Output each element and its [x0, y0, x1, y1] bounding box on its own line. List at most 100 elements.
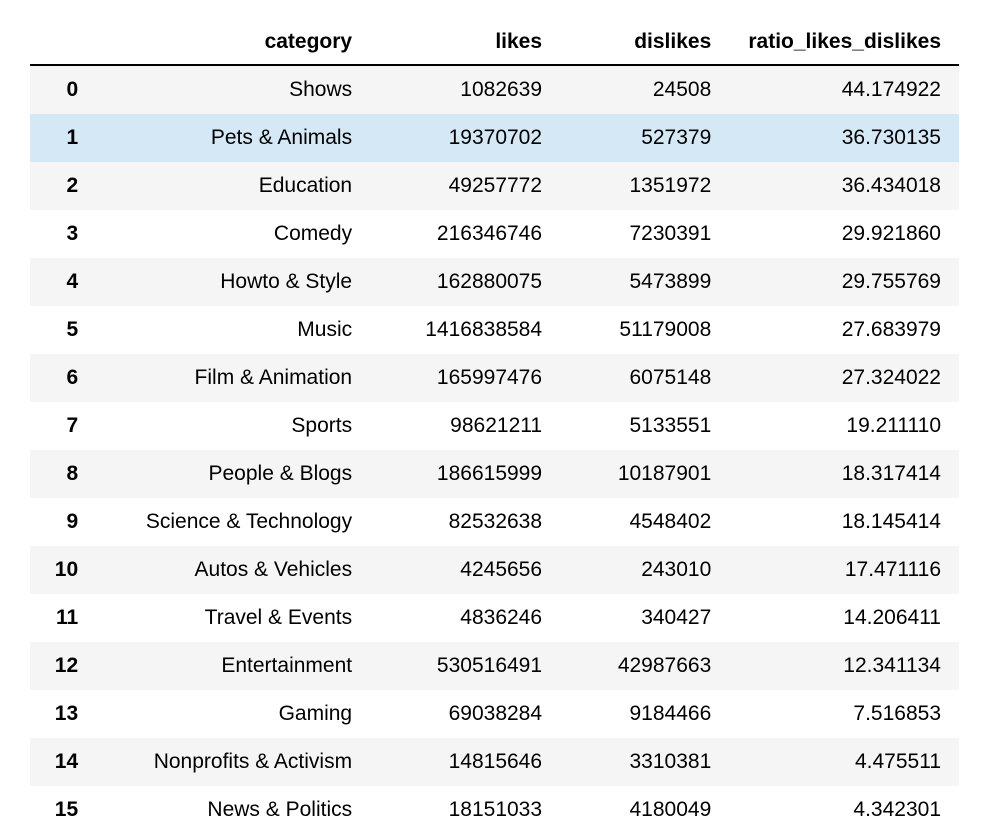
- cell-ratio: 29.755769: [729, 258, 959, 306]
- cell-dislikes: 24508: [560, 65, 729, 114]
- cell-category: Entertainment: [98, 642, 370, 690]
- cell-likes: 49257772: [370, 162, 560, 210]
- cell-ratio: 29.921860: [729, 210, 959, 258]
- cell-ratio: 4.475511: [729, 738, 959, 786]
- cell-likes: 216346746: [370, 210, 560, 258]
- cell-category: Gaming: [98, 690, 370, 738]
- cell-likes: 4245656: [370, 546, 560, 594]
- cell-likes: 4836246: [370, 594, 560, 642]
- row-index: 12: [30, 642, 98, 690]
- cell-likes: 165997476: [370, 354, 560, 402]
- cell-dislikes: 7230391: [560, 210, 729, 258]
- row-index: 2: [30, 162, 98, 210]
- cell-ratio: 44.174922: [729, 65, 959, 114]
- cell-category: Autos & Vehicles: [98, 546, 370, 594]
- cell-likes: 530516491: [370, 642, 560, 690]
- cell-dislikes: 6075148: [560, 354, 729, 402]
- row-index: 1: [30, 114, 98, 162]
- row-index: 10: [30, 546, 98, 594]
- cell-dislikes: 4180049: [560, 786, 729, 834]
- table-row: 14Nonprofits & Activism1481564633103814.…: [30, 738, 959, 786]
- header-likes: likes: [370, 20, 560, 65]
- row-index: 4: [30, 258, 98, 306]
- cell-ratio: 36.434018: [729, 162, 959, 210]
- cell-ratio: 14.206411: [729, 594, 959, 642]
- row-index: 14: [30, 738, 98, 786]
- cell-likes: 14815646: [370, 738, 560, 786]
- cell-ratio: 4.342301: [729, 786, 959, 834]
- header-category: category: [98, 20, 370, 65]
- row-index: 3: [30, 210, 98, 258]
- table-row: 1Pets & Animals1937070252737936.730135: [30, 114, 959, 162]
- header-row: category likes dislikes ratio_likes_disl…: [30, 20, 959, 65]
- cell-ratio: 27.683979: [729, 306, 959, 354]
- table-row: 8People & Blogs1866159991018790118.31741…: [30, 450, 959, 498]
- cell-ratio: 19.211110: [729, 402, 959, 450]
- row-index: 13: [30, 690, 98, 738]
- cell-likes: 186615999: [370, 450, 560, 498]
- cell-ratio: 27.324022: [729, 354, 959, 402]
- row-index: 5: [30, 306, 98, 354]
- cell-likes: 1416838584: [370, 306, 560, 354]
- cell-category: Nonprofits & Activism: [98, 738, 370, 786]
- cell-dislikes: 243010: [560, 546, 729, 594]
- table-row: 11Travel & Events483624634042714.206411: [30, 594, 959, 642]
- cell-likes: 82532638: [370, 498, 560, 546]
- cell-ratio: 18.145414: [729, 498, 959, 546]
- table-row: 10Autos & Vehicles424565624301017.471116: [30, 546, 959, 594]
- cell-dislikes: 4548402: [560, 498, 729, 546]
- header-index: [30, 20, 98, 65]
- row-index: 0: [30, 65, 98, 114]
- cell-category: Pets & Animals: [98, 114, 370, 162]
- cell-likes: 18151033: [370, 786, 560, 834]
- table-row: 9Science & Technology82532638454840218.1…: [30, 498, 959, 546]
- header-ratio: ratio_likes_dislikes: [729, 20, 959, 65]
- cell-likes: 162880075: [370, 258, 560, 306]
- row-index: 7: [30, 402, 98, 450]
- cell-likes: 98621211: [370, 402, 560, 450]
- table-body: 0Shows10826392450844.1749221Pets & Anima…: [30, 65, 959, 834]
- cell-dislikes: 42987663: [560, 642, 729, 690]
- cell-dislikes: 9184466: [560, 690, 729, 738]
- table-row: 4Howto & Style162880075547389929.755769: [30, 258, 959, 306]
- row-index: 9: [30, 498, 98, 546]
- cell-dislikes: 340427: [560, 594, 729, 642]
- table-row: 12Entertainment5305164914298766312.34113…: [30, 642, 959, 690]
- table-row: 15News & Politics1815103341800494.342301: [30, 786, 959, 834]
- table-header: category likes dislikes ratio_likes_disl…: [30, 20, 959, 65]
- row-index: 6: [30, 354, 98, 402]
- cell-category: Travel & Events: [98, 594, 370, 642]
- cell-category: Sports: [98, 402, 370, 450]
- cell-dislikes: 5473899: [560, 258, 729, 306]
- cell-category: Shows: [98, 65, 370, 114]
- cell-category: Music: [98, 306, 370, 354]
- table-row: 13Gaming6903828491844667.516853: [30, 690, 959, 738]
- cell-ratio: 18.317414: [729, 450, 959, 498]
- table-row: 3Comedy216346746723039129.921860: [30, 210, 959, 258]
- table-row: 2Education49257772135197236.434018: [30, 162, 959, 210]
- table-row: 0Shows10826392450844.174922: [30, 65, 959, 114]
- row-index: 11: [30, 594, 98, 642]
- row-index: 15: [30, 786, 98, 834]
- table-row: 6Film & Animation165997476607514827.3240…: [30, 354, 959, 402]
- cell-category: Science & Technology: [98, 498, 370, 546]
- table-row: 7Sports98621211513355119.211110: [30, 402, 959, 450]
- row-index: 8: [30, 450, 98, 498]
- cell-dislikes: 3310381: [560, 738, 729, 786]
- cell-category: News & Politics: [98, 786, 370, 834]
- data-table: category likes dislikes ratio_likes_disl…: [30, 20, 959, 834]
- cell-ratio: 7.516853: [729, 690, 959, 738]
- cell-dislikes: 527379: [560, 114, 729, 162]
- cell-ratio: 17.471116: [729, 546, 959, 594]
- cell-category: Howto & Style: [98, 258, 370, 306]
- cell-likes: 19370702: [370, 114, 560, 162]
- cell-ratio: 12.341134: [729, 642, 959, 690]
- cell-dislikes: 10187901: [560, 450, 729, 498]
- cell-category: Comedy: [98, 210, 370, 258]
- cell-category: Education: [98, 162, 370, 210]
- table-row: 5Music14168385845117900827.683979: [30, 306, 959, 354]
- cell-likes: 69038284: [370, 690, 560, 738]
- cell-likes: 1082639: [370, 65, 560, 114]
- cell-dislikes: 1351972: [560, 162, 729, 210]
- cell-dislikes: 51179008: [560, 306, 729, 354]
